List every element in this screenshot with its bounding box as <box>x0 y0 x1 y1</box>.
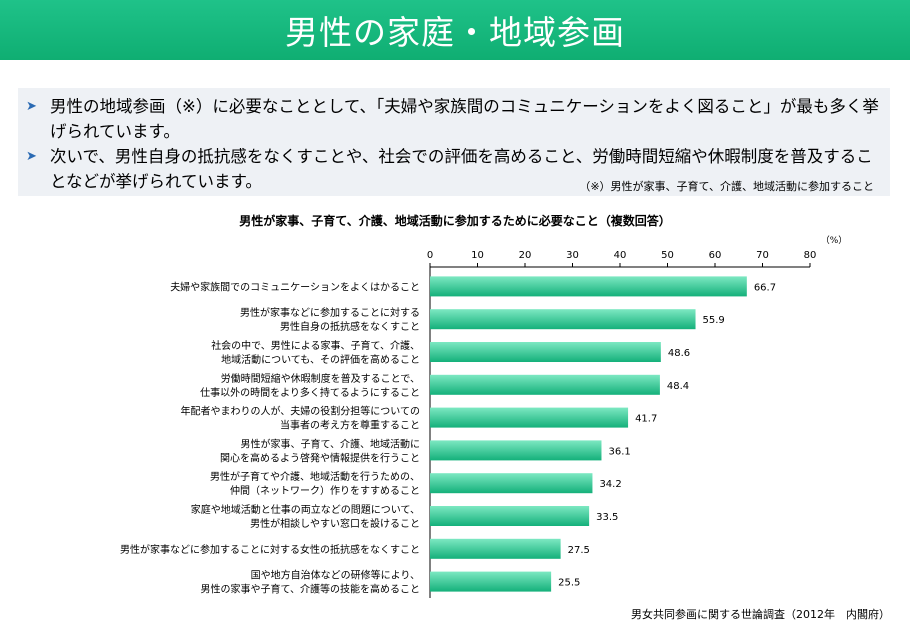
x-tick-label: 30 <box>566 250 579 261</box>
data-source: 男女共同参画に関する世論調査（2012年 内閣府） <box>631 608 890 621</box>
category-label: 男性自身の抵抗感をなくすこと <box>280 320 420 333</box>
category-label: 仕事以外の時間をより多く持てるようにすること <box>200 386 420 399</box>
category-label: 国や地方自治体などの研修等により、 <box>251 569 420 582</box>
chart-title: 男性が家事、子育て、介護、地域活動に参加するために必要なこと（複数回答） <box>239 214 671 228</box>
chevron-right-icon: ➤ <box>26 149 37 164</box>
category-label: 地域活動についても、その評価を高めること <box>221 353 420 366</box>
summary-text-1: 男性の地域参画（※）に必要なこととして、「夫婦や家族間のコミュニケーションをよく… <box>50 97 879 141</box>
bar-value-label: 33.5 <box>596 512 618 523</box>
bar <box>430 309 696 330</box>
bar <box>430 571 552 592</box>
x-tick-label: 70 <box>756 250 769 261</box>
category-label: 男性が相談しやすい窓口を設けること <box>250 517 420 530</box>
bar-value-label: 25.5 <box>558 578 580 589</box>
bar <box>430 276 747 297</box>
bar-value-label: 27.5 <box>568 545 590 556</box>
bar <box>430 374 660 395</box>
category-label: 男性が家事などに参加することに対する <box>240 306 420 319</box>
category-label: 夫婦や家族間でのコミュニケーションをよくはかること <box>170 280 420 293</box>
bar-value-label: 34.2 <box>599 479 621 490</box>
bar-value-label: 36.1 <box>608 446 630 457</box>
bar-value-label: 41.7 <box>635 414 657 425</box>
category-label: 労働時間短縮や休暇制度を普及することで、 <box>221 372 420 385</box>
page-title: 男性の家庭・地域参画 <box>285 13 625 52</box>
footnote: （※）男性が家事、子育て、介護、地域活動に参加すること <box>579 180 874 193</box>
bar <box>430 538 561 559</box>
category-label: 男性が家事、子育て、介護、地域活動に <box>241 437 421 450</box>
x-tick-label: 40 <box>614 250 627 261</box>
bar <box>430 506 590 526</box>
category-label: 男性が子育てや介護、地域活動を行うための、 <box>210 470 420 483</box>
x-tick-label: 50 <box>661 250 674 261</box>
category-label: 家庭や地域活動と仕事の両立などの問題について、 <box>191 503 420 516</box>
category-label: 当事者の考え方を尊重すること <box>280 419 420 432</box>
bar-value-label: 48.4 <box>667 381 689 392</box>
chevron-right-icon: ➤ <box>26 99 37 114</box>
unit-label: （%） <box>821 235 848 246</box>
category-label: 社会の中で、男性による家事、子育て、介護、 <box>211 339 420 352</box>
bar <box>430 407 629 428</box>
x-tick-label: 20 <box>519 250 532 261</box>
bar <box>430 440 602 461</box>
bar-value-label: 48.6 <box>668 348 690 359</box>
title-banner: 男性の家庭・地域参画 <box>0 0 910 60</box>
bar-chart: 0 10 20 30 40 50 60 70 80 （%） 66.7 夫婦や家族間でのコミュニケーシ… <box>120 235 848 598</box>
summary-text-2: 次いで、男性自身の抵抗感をなくすことや、社会での評価を高めること、労働時間短縮や… <box>50 147 873 191</box>
bar <box>430 473 593 494</box>
category-label: 年配者やまわりの人が、夫婦の役割分担等についての <box>181 405 421 418</box>
x-tick-label: 80 <box>804 250 817 261</box>
category-label: 関心を高めるよう啓発や情報提供を行うこと <box>220 451 420 464</box>
category-label: 男性が家事などに参加することに対する女性の抵抗感をなくすこと <box>120 543 420 556</box>
bar-value-label: 55.9 <box>703 315 725 326</box>
bar <box>430 342 661 362</box>
category-label: 男性の家事や子育て、介護等の技能を高めること <box>201 583 421 596</box>
bar-value-label: 66.7 <box>754 282 776 293</box>
x-tick-label: 60 <box>709 250 722 261</box>
x-tick-label: 0 <box>427 250 433 261</box>
x-tick-label: 10 <box>471 250 484 261</box>
category-label: 仲間（ネットワーク）作りをすすめること <box>230 484 420 497</box>
summary-box: ➤ 男性の地域参画（※）に必要なこととして、「夫婦や家族間のコミュニケーションを… <box>18 88 890 196</box>
